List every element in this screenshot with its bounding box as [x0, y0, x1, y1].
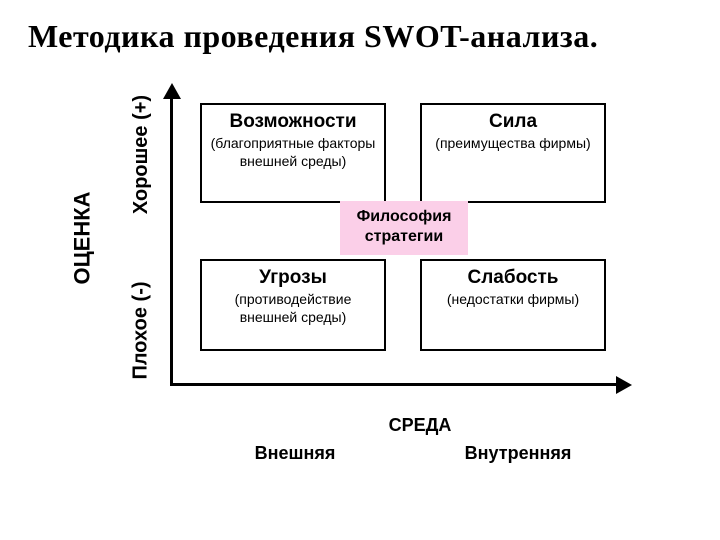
quadrant-sub: (противодействие внешней среды): [210, 291, 376, 326]
quadrant-title: Слабость: [430, 267, 596, 289]
quadrant-sub: (недостатки фирмы): [430, 291, 596, 309]
center-line2: стратегии: [352, 227, 456, 247]
quadrant-title: Возможности: [210, 111, 376, 133]
center-line1: Философия: [352, 207, 456, 227]
y-axis-neg-label: Плохое (-): [130, 281, 153, 379]
page-title: Методика проведения SWOT-анализа.: [28, 18, 692, 55]
y-axis-line: [170, 95, 173, 385]
x-axis-main-label: СРЕДА: [360, 415, 480, 436]
quadrant-sub: (благоприятные факторы внешней среды): [210, 135, 376, 170]
y-axis-arrow: [163, 83, 181, 99]
y-axis-pos-label: Хорошее (+): [130, 95, 153, 214]
quadrant-threats: Угрозы (противодействие внешней среды): [200, 259, 386, 351]
quadrant-sub: (преимущества фирмы): [430, 135, 596, 153]
y-axis-main-label: ОЦЕНКА: [70, 191, 96, 284]
quadrant-weakness: Слабость (недостатки фирмы): [420, 259, 606, 351]
quadrant-strength: Сила (преимущества фирмы): [420, 103, 606, 203]
x-axis-left-label: Внешняя: [215, 443, 375, 464]
quadrant-opportunities: Возможности (благоприятные факторы внешн…: [200, 103, 386, 203]
center-philosophy-box: Философия стратегии: [340, 201, 468, 255]
x-axis-line: [170, 383, 618, 386]
slide: Методика проведения SWOT-анализа. ОЦЕНКА…: [0, 0, 720, 540]
quadrant-title: Угрозы: [210, 267, 376, 289]
swot-diagram: ОЦЕНКА Хорошее (+) Плохое (-) Возможност…: [40, 65, 680, 495]
quadrant-title: Сила: [430, 111, 596, 133]
x-axis-right-label: Внутренняя: [438, 443, 598, 464]
x-axis-arrow: [616, 376, 632, 394]
